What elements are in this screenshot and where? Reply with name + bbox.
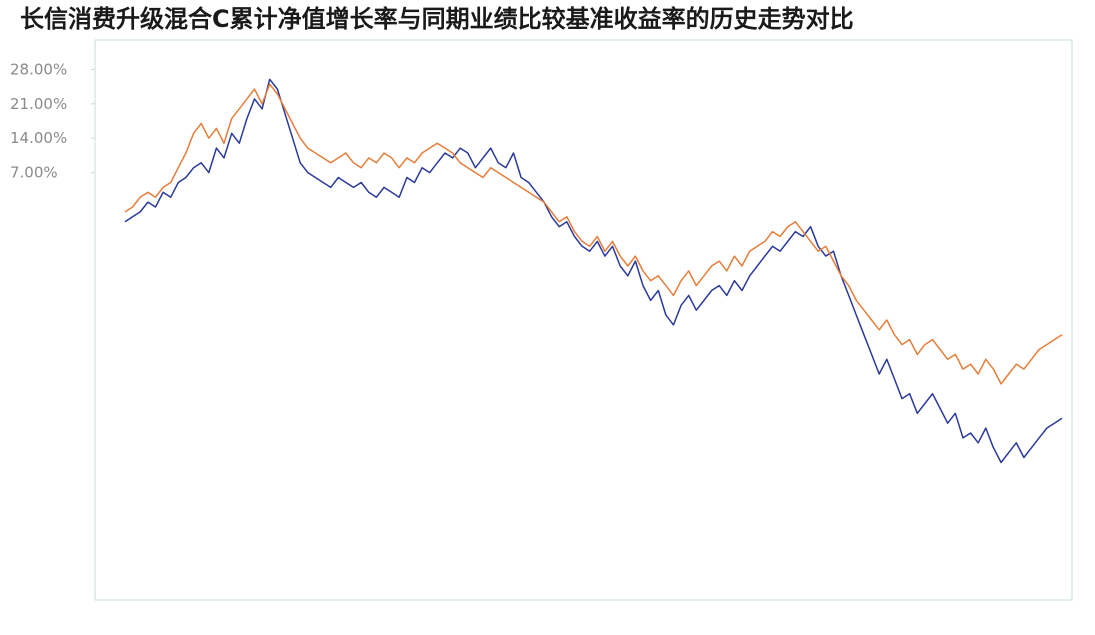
chart-title: 长信消费升级混合C累计净值增长率与同期业绩比较基准收益率的历史走势对比 bbox=[20, 5, 854, 33]
plot-frame bbox=[94, 39, 1073, 601]
series-lines bbox=[124, 78, 1063, 464]
y-tick-label: 28.00% bbox=[10, 60, 67, 78]
y-tick-labels: 28.00% 21.00% 14.00% 7.00% bbox=[10, 60, 67, 181]
y-tick-label: 7.00% bbox=[10, 164, 58, 182]
y-tick-label: 21.00% bbox=[10, 95, 67, 113]
series-line-1 bbox=[124, 78, 1063, 464]
y-tick-label: 14.00% bbox=[10, 129, 67, 147]
series-line-2 bbox=[124, 83, 1063, 385]
axes bbox=[91, 39, 1073, 601]
